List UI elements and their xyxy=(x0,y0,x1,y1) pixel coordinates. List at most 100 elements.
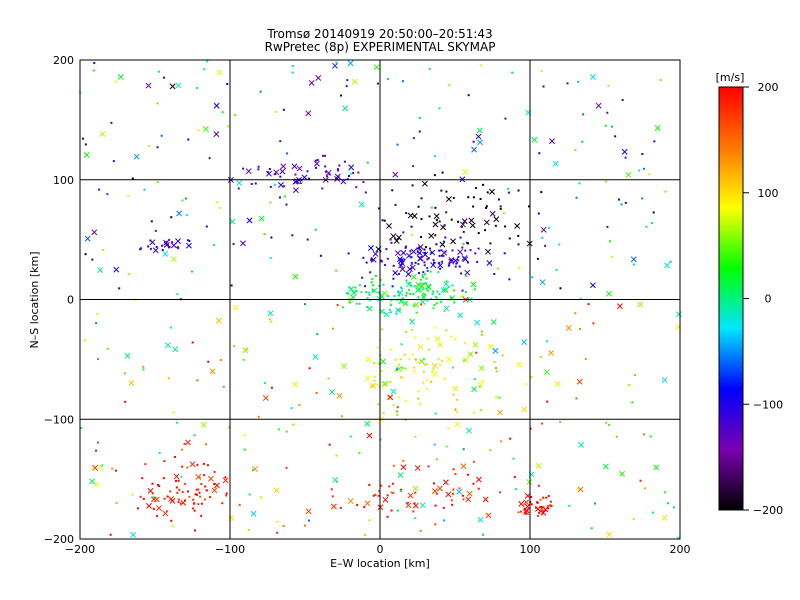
data-point xyxy=(391,189,394,192)
data-point xyxy=(84,143,87,146)
data-point xyxy=(451,284,454,287)
data-point xyxy=(354,290,357,293)
data-point xyxy=(354,286,357,289)
data-point xyxy=(269,185,272,188)
data-point xyxy=(169,490,172,493)
data-point xyxy=(312,353,319,360)
data-point xyxy=(394,250,401,257)
data-point xyxy=(445,445,448,448)
data-point xyxy=(382,283,385,286)
data-point xyxy=(435,243,438,246)
data-point xyxy=(341,306,344,309)
data-point xyxy=(198,491,201,494)
data-point xyxy=(205,443,208,446)
data-point xyxy=(331,327,334,330)
data-point xyxy=(248,493,251,496)
data-point xyxy=(142,365,145,368)
data-point xyxy=(433,304,436,307)
data-point xyxy=(422,271,425,274)
data-point xyxy=(407,288,410,291)
data-point xyxy=(370,382,377,389)
data-point xyxy=(472,205,475,208)
data-point xyxy=(461,218,468,225)
data-point xyxy=(422,295,425,298)
data-point xyxy=(248,528,251,531)
data-point xyxy=(462,230,465,233)
colorbar-tick-label: 100 xyxy=(758,187,779,200)
data-point xyxy=(521,339,528,346)
data-point xyxy=(390,233,397,240)
data-point xyxy=(472,196,475,199)
data-point xyxy=(296,181,299,184)
data-point xyxy=(419,403,422,406)
data-point xyxy=(147,245,150,248)
data-point xyxy=(156,102,159,105)
data-point xyxy=(610,256,613,259)
data-point xyxy=(417,343,424,350)
data-point xyxy=(156,181,159,184)
data-point xyxy=(470,281,477,288)
data-point xyxy=(366,432,373,439)
data-point xyxy=(381,219,384,222)
data-point xyxy=(124,400,127,403)
data-point xyxy=(422,282,425,285)
data-point xyxy=(334,173,341,180)
data-point xyxy=(283,195,286,198)
data-point xyxy=(266,171,269,174)
data-point xyxy=(307,519,310,522)
data-point xyxy=(278,196,281,199)
data-point xyxy=(257,415,260,418)
data-point xyxy=(209,496,212,499)
data-point xyxy=(457,259,460,262)
data-point xyxy=(455,262,458,265)
data-point xyxy=(467,351,474,358)
data-point xyxy=(513,475,516,478)
data-point xyxy=(439,267,442,270)
data-point xyxy=(397,363,400,366)
data-point xyxy=(238,503,241,506)
data-point xyxy=(410,318,413,321)
data-point xyxy=(142,368,145,371)
data-point xyxy=(452,385,459,392)
data-point xyxy=(181,199,184,202)
data-point xyxy=(428,67,431,70)
data-point xyxy=(400,287,403,290)
data-point xyxy=(461,295,464,298)
data-point xyxy=(630,256,637,263)
data-point xyxy=(370,259,373,262)
data-point xyxy=(168,245,171,248)
data-point xyxy=(291,71,294,74)
y-axis-label: N–S location [km] xyxy=(28,251,41,348)
data-point xyxy=(167,377,170,380)
data-point xyxy=(413,285,416,288)
data-point xyxy=(401,80,404,83)
colorbar xyxy=(718,86,744,511)
data-point xyxy=(300,180,303,183)
data-point xyxy=(193,509,196,512)
data-point xyxy=(193,434,196,437)
data-point xyxy=(404,246,407,249)
data-point xyxy=(536,257,539,260)
data-point xyxy=(645,225,648,228)
data-point xyxy=(529,427,532,430)
data-point xyxy=(348,164,355,171)
data-point xyxy=(469,222,476,229)
data-point xyxy=(386,515,389,518)
data-point xyxy=(653,464,660,471)
data-point xyxy=(392,171,399,178)
data-point xyxy=(431,292,434,295)
data-point xyxy=(495,395,498,398)
data-point xyxy=(474,319,481,326)
data-point xyxy=(186,466,189,469)
data-point xyxy=(156,146,159,149)
data-point xyxy=(196,463,199,466)
data-point xyxy=(250,510,257,517)
data-point xyxy=(539,498,542,501)
data-point xyxy=(661,514,668,521)
data-point xyxy=(401,297,404,300)
x-tick-label: 200 xyxy=(670,543,691,556)
data-point xyxy=(420,303,423,306)
data-point xyxy=(412,353,415,356)
data-point xyxy=(209,368,216,375)
data-point xyxy=(399,266,406,273)
